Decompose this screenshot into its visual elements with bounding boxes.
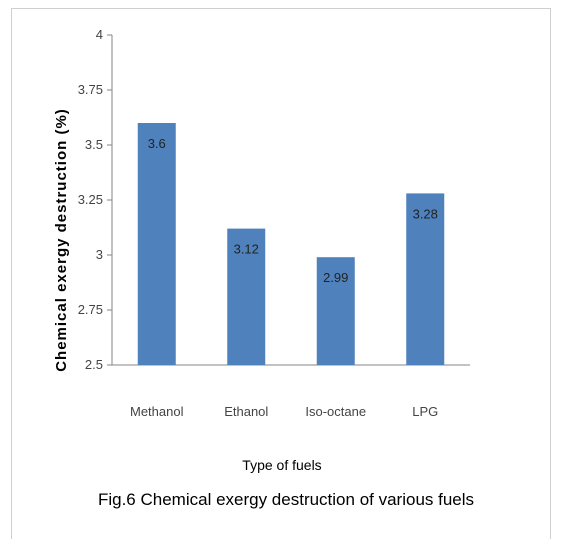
x-category-label: LPG xyxy=(412,404,438,419)
x-category-label: Ethanol xyxy=(224,404,268,419)
data-label: 3.28 xyxy=(413,206,438,221)
data-label: 3.6 xyxy=(148,136,166,151)
data-label: 2.99 xyxy=(323,270,348,285)
figure-caption: Fig.6 Chemical exergy destruction of var… xyxy=(98,490,474,509)
y-tick-label: 3.5 xyxy=(85,137,103,152)
y-tick-label: 3 xyxy=(96,247,103,262)
data-label: 3.12 xyxy=(234,242,259,257)
x-category-label: Iso-octane xyxy=(305,404,366,419)
y-tick-label: 3.25 xyxy=(78,192,103,207)
figure-frame xyxy=(11,8,551,539)
y-axis-label: Chemical exergy destruction (%) xyxy=(53,108,70,372)
bar-ethanol xyxy=(227,228,266,365)
bar-lpg xyxy=(406,193,445,365)
x-axis-label: Type of fuels xyxy=(242,457,321,473)
bar-iso-octane xyxy=(316,257,355,365)
bar-methanol xyxy=(137,123,176,365)
y-tick-label: 4 xyxy=(96,27,103,42)
y-tick-label: 3.75 xyxy=(78,82,103,97)
y-tick-label: 2.5 xyxy=(85,357,103,372)
y-tick-label: 2.75 xyxy=(78,302,103,317)
x-category-label: Methanol xyxy=(130,404,184,419)
